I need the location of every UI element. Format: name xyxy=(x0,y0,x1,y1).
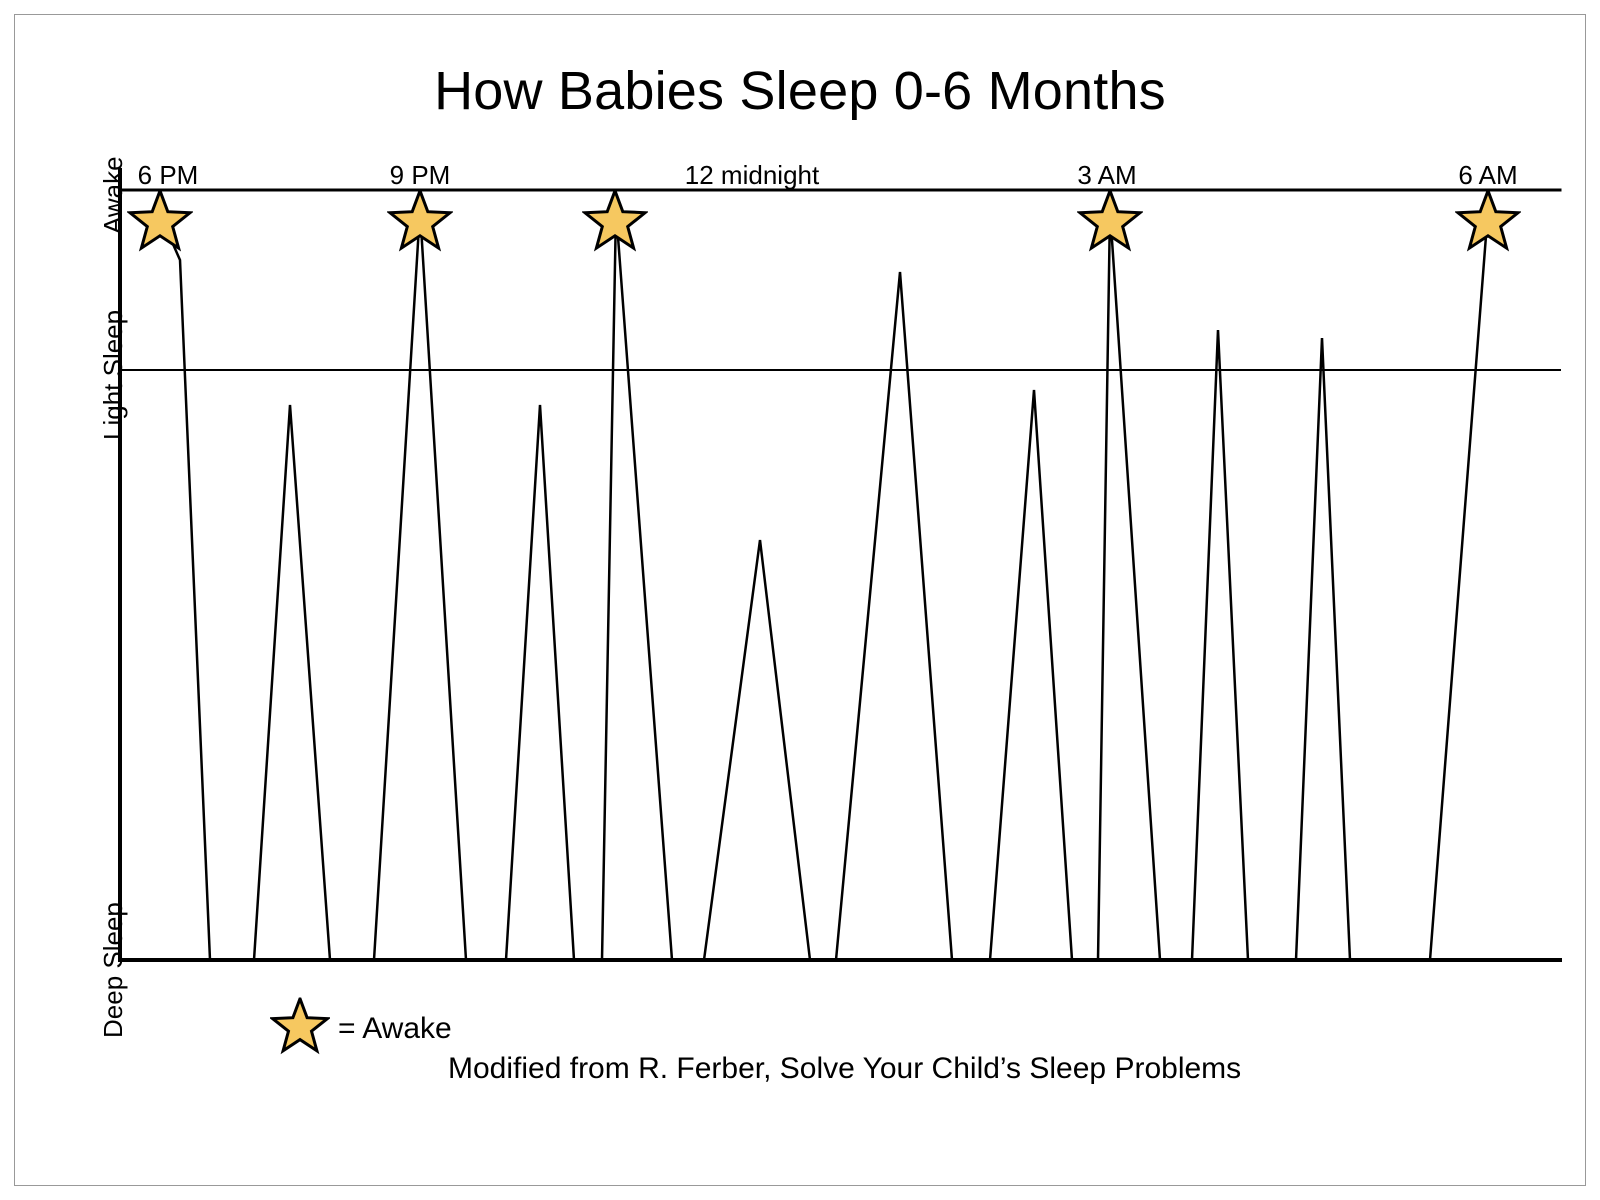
x-axis-label: 6 AM xyxy=(1458,160,1517,191)
awake-star-icon xyxy=(127,190,193,261)
legend-label: = Awake xyxy=(338,1012,452,1046)
x-axis-label: 9 PM xyxy=(390,160,451,191)
x-axis-label: 6 PM xyxy=(138,160,199,191)
awake-star-icon xyxy=(1077,190,1143,261)
awake-star-icon xyxy=(582,190,648,261)
x-axis-label: 12 midnight xyxy=(685,160,819,191)
legend-star-icon xyxy=(270,998,330,1063)
y-axis-label: Light Sleep xyxy=(98,310,129,440)
x-axis-label: 3 AM xyxy=(1077,160,1136,191)
citation-text: Modified from R. Ferber, Solve Your Chil… xyxy=(448,1052,1241,1086)
y-axis-label: Deep Sleep xyxy=(98,902,129,1038)
y-axis-label: Awake xyxy=(98,156,129,234)
awake-star-icon xyxy=(1455,190,1521,261)
awake-star-icon xyxy=(387,190,453,261)
sleep-depth-line xyxy=(158,210,1488,960)
